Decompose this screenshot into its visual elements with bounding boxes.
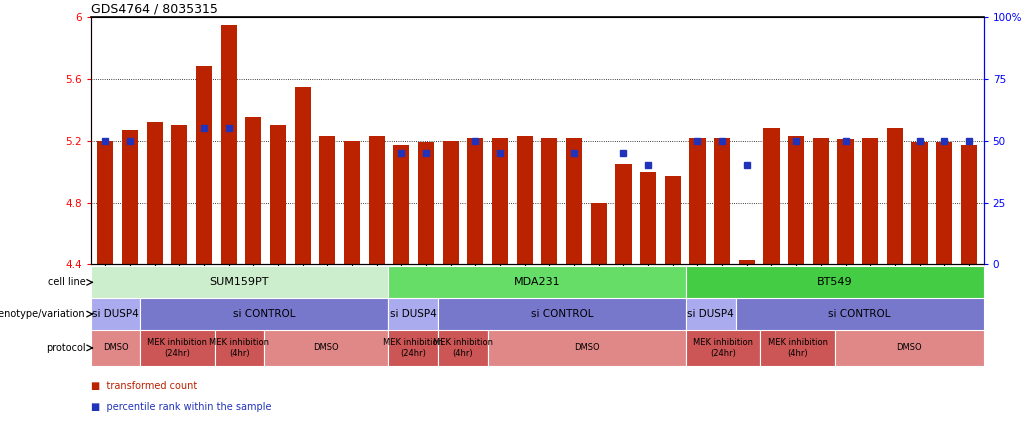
Bar	[344, 141, 360, 264]
Text: MEK inhibition
(4hr): MEK inhibition (4hr)	[209, 338, 270, 357]
Bar	[443, 141, 458, 264]
Bar	[393, 145, 410, 264]
Bar	[140, 330, 214, 366]
Bar	[760, 330, 834, 366]
Text: GDS4764 / 8035315: GDS4764 / 8035315	[91, 3, 217, 16]
Text: si DUSP4: si DUSP4	[687, 309, 734, 319]
Bar	[265, 330, 388, 366]
Text: MEK inhibition
(24hr): MEK inhibition (24hr)	[147, 338, 207, 357]
Bar	[220, 25, 237, 264]
Text: MDA231: MDA231	[514, 277, 560, 287]
Bar	[487, 330, 686, 366]
Text: ■  transformed count: ■ transformed count	[91, 381, 197, 391]
Text: protocol: protocol	[46, 343, 85, 353]
Text: si CONTROL: si CONTROL	[233, 309, 296, 319]
Bar	[616, 164, 631, 264]
Text: DMSO: DMSO	[313, 343, 339, 352]
Bar	[214, 330, 265, 366]
Text: DMSO: DMSO	[896, 343, 922, 352]
Text: cell line: cell line	[47, 277, 85, 287]
Text: DMSO: DMSO	[103, 343, 129, 352]
Bar	[961, 145, 976, 264]
Bar	[91, 266, 388, 298]
Bar	[936, 142, 952, 264]
Text: SUM159PT: SUM159PT	[210, 277, 269, 287]
Bar	[91, 298, 140, 330]
Bar	[196, 66, 212, 264]
Bar	[98, 141, 113, 264]
Bar	[517, 136, 533, 264]
Bar	[388, 266, 686, 298]
Bar	[735, 298, 984, 330]
Bar	[834, 330, 984, 366]
Bar	[171, 125, 187, 264]
Bar	[146, 122, 163, 264]
Text: genotype/variation: genotype/variation	[0, 309, 85, 319]
Bar	[91, 330, 140, 366]
Bar	[763, 128, 780, 264]
Bar	[123, 130, 138, 264]
Bar	[438, 330, 487, 366]
Bar	[640, 172, 656, 264]
Bar	[542, 137, 557, 264]
Text: si CONTROL: si CONTROL	[530, 309, 593, 319]
Bar	[912, 142, 928, 264]
Bar	[714, 137, 730, 264]
Bar	[270, 125, 286, 264]
Bar	[438, 298, 686, 330]
Bar	[686, 298, 735, 330]
Text: si DUSP4: si DUSP4	[92, 309, 139, 319]
Bar	[295, 87, 311, 264]
Bar	[319, 136, 336, 264]
Text: MEK inhibition
(24hr): MEK inhibition (24hr)	[693, 338, 753, 357]
Text: DMSO: DMSO	[574, 343, 599, 352]
Bar	[418, 142, 435, 264]
Bar	[686, 330, 760, 366]
Bar	[245, 118, 262, 264]
Bar	[468, 137, 483, 264]
Bar	[788, 136, 804, 264]
Bar	[140, 298, 388, 330]
Text: ■  percentile rank within the sample: ■ percentile rank within the sample	[91, 402, 271, 412]
Bar	[566, 137, 582, 264]
Bar	[813, 137, 829, 264]
Bar	[492, 137, 508, 264]
Bar	[739, 260, 755, 264]
Bar	[862, 137, 879, 264]
Text: si DUSP4: si DUSP4	[389, 309, 437, 319]
Bar	[591, 203, 607, 264]
Text: MEK inhibition
(4hr): MEK inhibition (4hr)	[433, 338, 492, 357]
Bar	[369, 136, 385, 264]
Bar	[837, 139, 854, 264]
Text: BT549: BT549	[817, 277, 853, 287]
Bar	[664, 176, 681, 264]
Bar	[686, 266, 984, 298]
Bar	[388, 298, 438, 330]
Bar	[388, 330, 438, 366]
Text: si CONTROL: si CONTROL	[828, 309, 891, 319]
Bar	[887, 128, 903, 264]
Text: MEK inhibition
(4hr): MEK inhibition (4hr)	[767, 338, 828, 357]
Text: MEK inhibition
(24hr): MEK inhibition (24hr)	[383, 338, 443, 357]
Bar	[689, 137, 706, 264]
